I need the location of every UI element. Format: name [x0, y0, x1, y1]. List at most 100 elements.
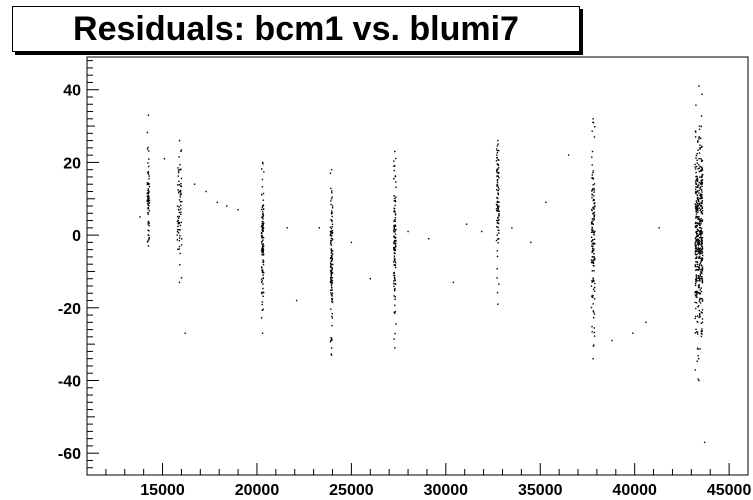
data-point [703, 441, 706, 443]
data-point [331, 253, 334, 255]
data-point [696, 207, 698, 209]
data-point [216, 201, 218, 204]
data-point [699, 255, 701, 258]
data-point [567, 154, 570, 156]
data-point [330, 213, 333, 215]
data-point [261, 240, 263, 243]
data-point [699, 224, 701, 227]
data-point [496, 183, 498, 186]
data-point [695, 254, 697, 256]
data-point [330, 240, 333, 242]
data-point [701, 330, 703, 332]
data-point [330, 292, 332, 294]
data-point [330, 270, 332, 272]
data-point [330, 308, 332, 310]
data-point [593, 136, 596, 138]
data-point [428, 238, 430, 240]
data-point [696, 315, 699, 317]
data-point [696, 194, 699, 196]
data-point [262, 214, 265, 217]
data-point [495, 160, 498, 162]
data-point [331, 289, 333, 291]
data-point [695, 205, 698, 207]
data-point [700, 212, 702, 214]
data-point [699, 237, 701, 239]
data-point [262, 213, 264, 216]
data-point [700, 250, 702, 253]
data-point [497, 206, 499, 209]
data-point [178, 215, 181, 218]
data-point [237, 209, 239, 211]
y-tick-label: 0 [72, 228, 81, 245]
data-point [178, 180, 180, 183]
data-point [700, 196, 703, 198]
data-point [179, 192, 182, 194]
data-point [465, 223, 468, 225]
data-point [331, 190, 333, 192]
data-point [262, 243, 264, 246]
data-point [701, 93, 703, 95]
data-point [591, 189, 594, 191]
data-point [700, 277, 702, 280]
data-point [178, 211, 181, 214]
data-point [496, 189, 498, 191]
data-point [593, 218, 595, 221]
data-point [394, 264, 396, 267]
data-point [696, 239, 698, 241]
data-point [497, 186, 499, 188]
data-point [695, 269, 697, 271]
data-point [393, 271, 395, 274]
data-point [148, 210, 150, 212]
data-point [593, 290, 596, 292]
data-point [147, 212, 149, 214]
data-point [695, 157, 697, 159]
data-point [697, 204, 699, 206]
data-point [698, 200, 700, 203]
data-point [699, 187, 701, 189]
data-point [694, 284, 697, 287]
data-point [393, 257, 396, 259]
data-point [590, 259, 593, 261]
data-point [497, 238, 499, 240]
data-point [701, 248, 704, 250]
data-point [147, 245, 150, 247]
data-point [699, 278, 701, 280]
data-point [262, 224, 264, 227]
data-point [698, 217, 700, 220]
data-point [701, 242, 703, 245]
data-point [394, 249, 397, 252]
data-point [178, 240, 181, 242]
data-point [698, 207, 700, 209]
data-point [262, 230, 264, 232]
data-point [148, 150, 150, 152]
data-point [178, 232, 180, 234]
data-point [147, 206, 149, 209]
data-point [700, 230, 703, 233]
y-tick-label: -60 [58, 446, 81, 463]
data-point [262, 204, 265, 206]
data-point [590, 306, 593, 309]
data-point [148, 165, 150, 168]
data-point [697, 185, 699, 187]
data-point [696, 294, 698, 296]
data-point [593, 189, 596, 191]
data-point [696, 224, 698, 227]
data-point [594, 257, 596, 260]
data-point [178, 222, 181, 224]
data-point [695, 178, 698, 180]
data-point [700, 170, 702, 172]
data-point [329, 262, 332, 264]
data-point [694, 292, 696, 294]
data-point [698, 239, 700, 242]
data-point [394, 214, 397, 216]
data-point [694, 264, 696, 266]
data-point [497, 229, 500, 231]
data-point [179, 194, 182, 196]
data-point [393, 165, 396, 167]
data-point [699, 315, 701, 318]
data-point [701, 168, 703, 170]
data-point [699, 257, 701, 260]
data-point [696, 186, 698, 188]
data-point [330, 243, 332, 245]
data-point [393, 228, 395, 230]
